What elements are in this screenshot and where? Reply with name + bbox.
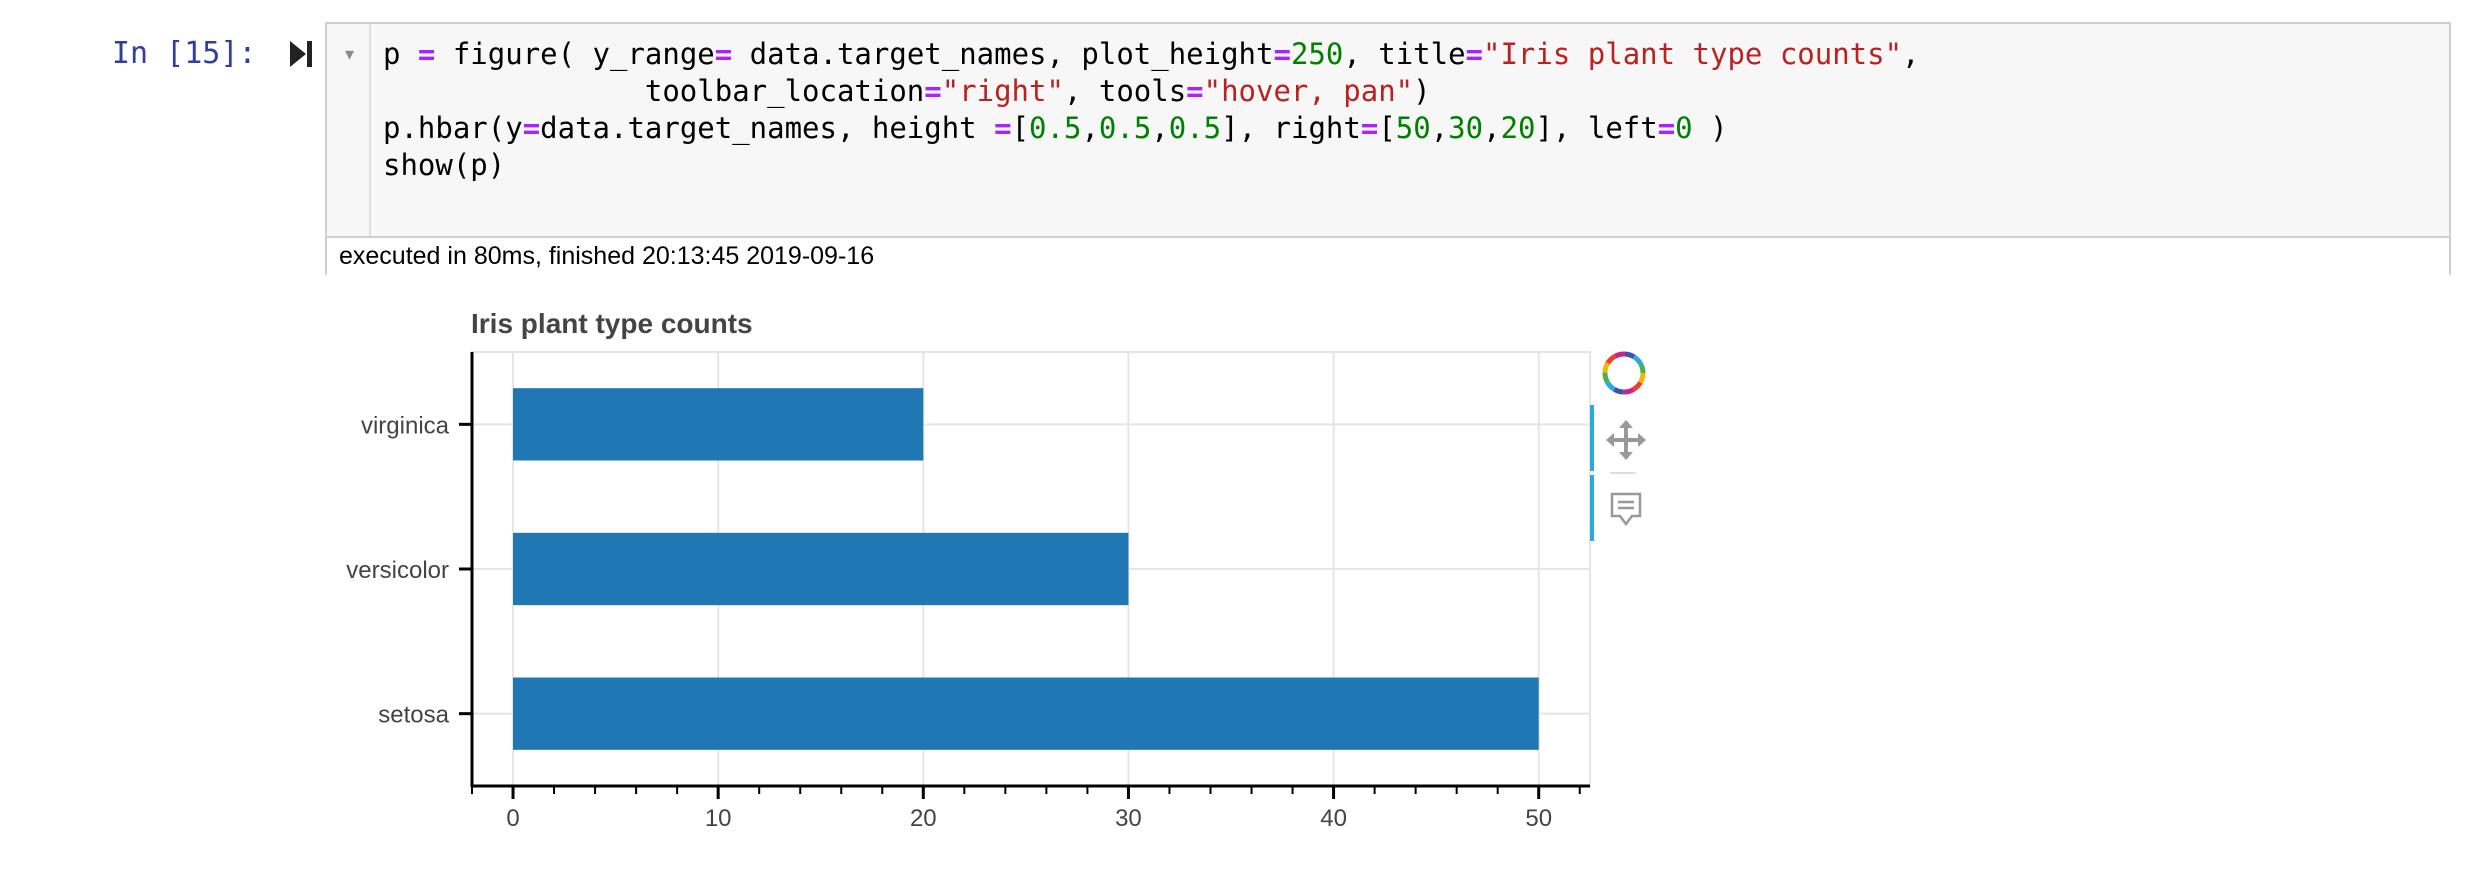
code-token: p.hbar(y	[383, 111, 523, 145]
axes: setosa versicolor virginica 0 10 20 30 40 50	[346, 352, 1590, 832]
code-token: )	[1692, 111, 1728, 145]
code-token: =	[1465, 37, 1484, 71]
code-token: =	[1273, 37, 1291, 71]
code-token: 250	[1290, 37, 1344, 71]
code-token: )	[1413, 74, 1431, 108]
code-token: 0.5	[1168, 111, 1222, 145]
x-tick-label: 50	[1525, 805, 1552, 832]
code-token: =	[924, 74, 942, 108]
code-token: 30	[1448, 111, 1484, 145]
code-token: [	[1378, 111, 1396, 145]
code-token: p	[383, 37, 418, 71]
code-line: show(p)	[383, 147, 1920, 184]
bars	[513, 388, 1539, 750]
hover-icon[interactable]	[1610, 492, 1642, 527]
bar-setosa	[513, 677, 1539, 750]
code-token: toolbar_location	[383, 74, 925, 108]
bar-virginica	[513, 388, 924, 461]
code-cell[interactable]: ▾ p = figure( y_range= data.target_names…	[325, 22, 2451, 275]
bar-versicolor	[513, 532, 1129, 606]
code-token: ,	[1430, 111, 1449, 145]
code-token: "right"	[941, 74, 1064, 108]
collapse-toggle-icon[interactable]: ▾	[345, 44, 355, 65]
cell-prompt: In [15]:	[112, 36, 257, 71]
code-token: , title	[1343, 37, 1466, 71]
code-token: =	[994, 111, 1012, 145]
x-tick-label: 30	[1115, 805, 1142, 832]
code-token: "Iris plant type counts"	[1483, 37, 1903, 71]
pan-icon[interactable]	[1606, 420, 1646, 460]
code-token: 50	[1395, 111, 1431, 145]
code-token: data.target_names, plot_height	[732, 37, 1274, 71]
execution-status: executed in 80ms, finished 20:13:45 2019…	[327, 236, 2449, 275]
code-editor[interactable]: p = figure( y_range= data.target_names, …	[383, 36, 1920, 184]
cell-gutter	[369, 24, 371, 236]
code-token: ,	[1081, 111, 1099, 145]
plot-toolbar[interactable]	[1590, 351, 1646, 541]
code-token: ], left	[1535, 111, 1658, 145]
code-line: toolbar_location="right", tools="hover, …	[383, 73, 1920, 110]
y-tick-label: virginica	[361, 412, 450, 439]
x-tick-label: 10	[705, 805, 732, 832]
code-token: , tools	[1063, 74, 1187, 108]
code-line: p.hbar(y=data.target_names, height =[0.5…	[383, 110, 1920, 147]
code-token: 0.5	[1029, 111, 1082, 145]
code-token: show(p)	[383, 148, 506, 182]
code-token: 20	[1500, 111, 1536, 145]
code-token: =	[522, 111, 541, 145]
code-token: data.target_names, height	[540, 111, 995, 145]
bokeh-logo-icon[interactable]	[1602, 351, 1646, 395]
toolbar-active-marker-pan	[1590, 405, 1594, 471]
code-token: =	[1360, 111, 1379, 145]
x-tick-label: 40	[1320, 805, 1347, 832]
code-token: 0.5	[1098, 111, 1152, 145]
chart-title: Iris plant type counts	[471, 308, 753, 339]
run-cell-icon[interactable]	[288, 38, 314, 70]
code-token: =	[1657, 111, 1676, 145]
code-token: =	[714, 37, 733, 71]
code-token: =	[417, 37, 436, 71]
x-tick-label: 0	[506, 805, 519, 832]
code-token: figure( y_range	[435, 37, 715, 71]
code-token: "hover, pan"	[1203, 74, 1414, 108]
code-token: ,	[1151, 111, 1169, 145]
code-token: [	[1011, 111, 1030, 145]
code-token: ], right	[1221, 111, 1361, 145]
y-tick-label: setosa	[378, 702, 449, 729]
x-tick-label: 20	[910, 805, 937, 832]
code-token: ,	[1483, 111, 1501, 145]
code-token: =	[1186, 74, 1204, 108]
y-tick-label: versicolor	[346, 557, 449, 584]
toolbar-active-marker-hover	[1590, 475, 1594, 541]
code-line: p = figure( y_range= data.target_names, …	[383, 36, 1920, 73]
code-token: 0	[1675, 111, 1693, 145]
code-token: ,	[1902, 37, 1920, 71]
